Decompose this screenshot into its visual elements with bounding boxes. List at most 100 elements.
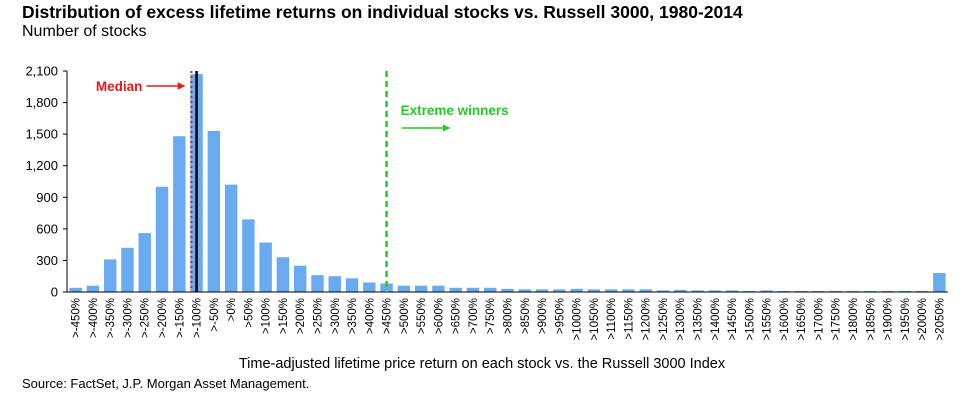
- y-tick-label: 1,200: [25, 158, 58, 173]
- bar-23: [466, 287, 480, 292]
- x-tick-label: >1400%: [710, 298, 722, 341]
- bar-21: [432, 285, 445, 292]
- bar-20: [414, 285, 428, 292]
- x-tick-label: >1350%: [693, 298, 705, 341]
- bar-30: [587, 289, 601, 292]
- bar-22: [449, 287, 462, 292]
- y-tick-label: 2,100: [25, 64, 58, 79]
- x-tick-label: >-300%: [122, 298, 134, 338]
- bar-31: [604, 289, 618, 292]
- source-note: Source: FactSet, J.P. Morgan Asset Manag…: [22, 376, 310, 391]
- bar-34: [656, 290, 670, 292]
- x-tick-label: >-100%: [192, 298, 204, 338]
- bar-26: [518, 289, 531, 292]
- y-tick-label: 600: [36, 221, 58, 236]
- x-tick-label: >900%: [537, 298, 549, 334]
- x-tick-label: >1250%: [658, 298, 670, 341]
- bar-12: [276, 257, 290, 292]
- bar-5: [155, 186, 169, 292]
- bar-32: [622, 289, 635, 292]
- x-tick-label: >700%: [468, 298, 480, 334]
- x-tick-label: >350%: [347, 298, 359, 334]
- x-tick-label: >200%: [295, 298, 307, 334]
- bar-37: [708, 290, 722, 292]
- bar-39: [743, 290, 756, 292]
- bar-48: [898, 290, 912, 292]
- x-tick-label: >50%: [243, 298, 255, 328]
- x-tick-label: >1300%: [675, 298, 687, 341]
- bar-18: [380, 283, 393, 292]
- x-tick-label: >1000%: [572, 298, 584, 341]
- x-tick-label: >550%: [416, 298, 428, 334]
- x-tick-label: >1450%: [727, 298, 739, 341]
- bar-42: [794, 290, 808, 292]
- x-tick-label: >1850%: [865, 298, 877, 341]
- bar-1: [86, 285, 100, 292]
- bar-43: [812, 290, 825, 292]
- y-tick-label: 900: [36, 190, 58, 205]
- x-tick-label: >600%: [433, 298, 445, 334]
- x-tick-label: >1200%: [641, 298, 653, 341]
- x-tick-label: >-250%: [140, 298, 152, 338]
- x-tick-label: >1600%: [779, 298, 791, 341]
- bar-28: [553, 289, 566, 292]
- x-tick-label: >750%: [485, 298, 497, 334]
- bar-35: [674, 289, 687, 292]
- bar-29: [570, 288, 583, 292]
- x-tick-label: >1500%: [744, 298, 756, 341]
- x-tick-label: >1800%: [848, 298, 860, 341]
- x-tick-label: >1950%: [900, 298, 912, 341]
- bar-25: [501, 288, 514, 292]
- bar-8: [207, 130, 221, 292]
- bar-24: [484, 287, 497, 292]
- bar-10: [242, 219, 255, 292]
- x-tick-label: >1050%: [589, 298, 601, 341]
- bar-44: [829, 290, 842, 292]
- x-tick-label: >0%: [226, 298, 238, 321]
- x-tick-label: >-200%: [157, 298, 169, 338]
- x-tick-label: >1900%: [883, 298, 895, 341]
- x-tick-label: >1100%: [606, 298, 618, 340]
- bar-40: [760, 290, 773, 292]
- x-tick-label: >950%: [554, 298, 566, 334]
- bar-17: [363, 282, 376, 292]
- x-tick-label: >2050%: [934, 298, 946, 341]
- extreme-winners-label: Extreme winners: [401, 103, 509, 118]
- x-tick-label: >450%: [382, 298, 394, 334]
- bar-14: [311, 275, 324, 292]
- x-tick-label: >1700%: [813, 298, 825, 341]
- chart-subtitle: Number of stocks: [22, 23, 147, 40]
- y-tick-label: 1,500: [25, 127, 58, 142]
- bar-6: [173, 136, 186, 292]
- x-tick-label: >-150%: [174, 298, 186, 338]
- bar-45: [846, 290, 860, 292]
- x-tick-label: >-400%: [88, 298, 100, 338]
- x-tick-label: >650%: [451, 298, 463, 334]
- bar-11: [259, 242, 272, 292]
- y-tick-label: 1,800: [25, 95, 58, 110]
- x-tick-label: >300%: [330, 298, 342, 334]
- bar-38: [725, 290, 739, 292]
- chart-title: Distribution of excess lifetime returns …: [22, 2, 743, 22]
- bar-50: [933, 273, 946, 292]
- bar-15: [328, 276, 341, 292]
- x-tick-label: >1550%: [762, 298, 774, 341]
- median-label: Median: [96, 79, 143, 94]
- bar-41: [777, 290, 791, 292]
- y-tick-label: 300: [36, 253, 58, 268]
- bar-36: [691, 290, 704, 292]
- bar-33: [639, 289, 652, 292]
- x-tick-label: >2000%: [917, 298, 929, 341]
- bar-3: [121, 247, 134, 292]
- x-tick-label: >800%: [503, 298, 515, 334]
- bar-27: [535, 289, 549, 292]
- bar-49: [915, 290, 929, 292]
- x-tick-label: >-450%: [71, 298, 83, 338]
- x-tick-label: >500%: [399, 298, 411, 334]
- bar-19: [397, 285, 411, 292]
- y-tick-label: 0: [51, 285, 58, 300]
- bar-9: [224, 184, 238, 292]
- x-tick-label: >850%: [520, 298, 532, 334]
- x-tick-label: >1650%: [796, 298, 808, 341]
